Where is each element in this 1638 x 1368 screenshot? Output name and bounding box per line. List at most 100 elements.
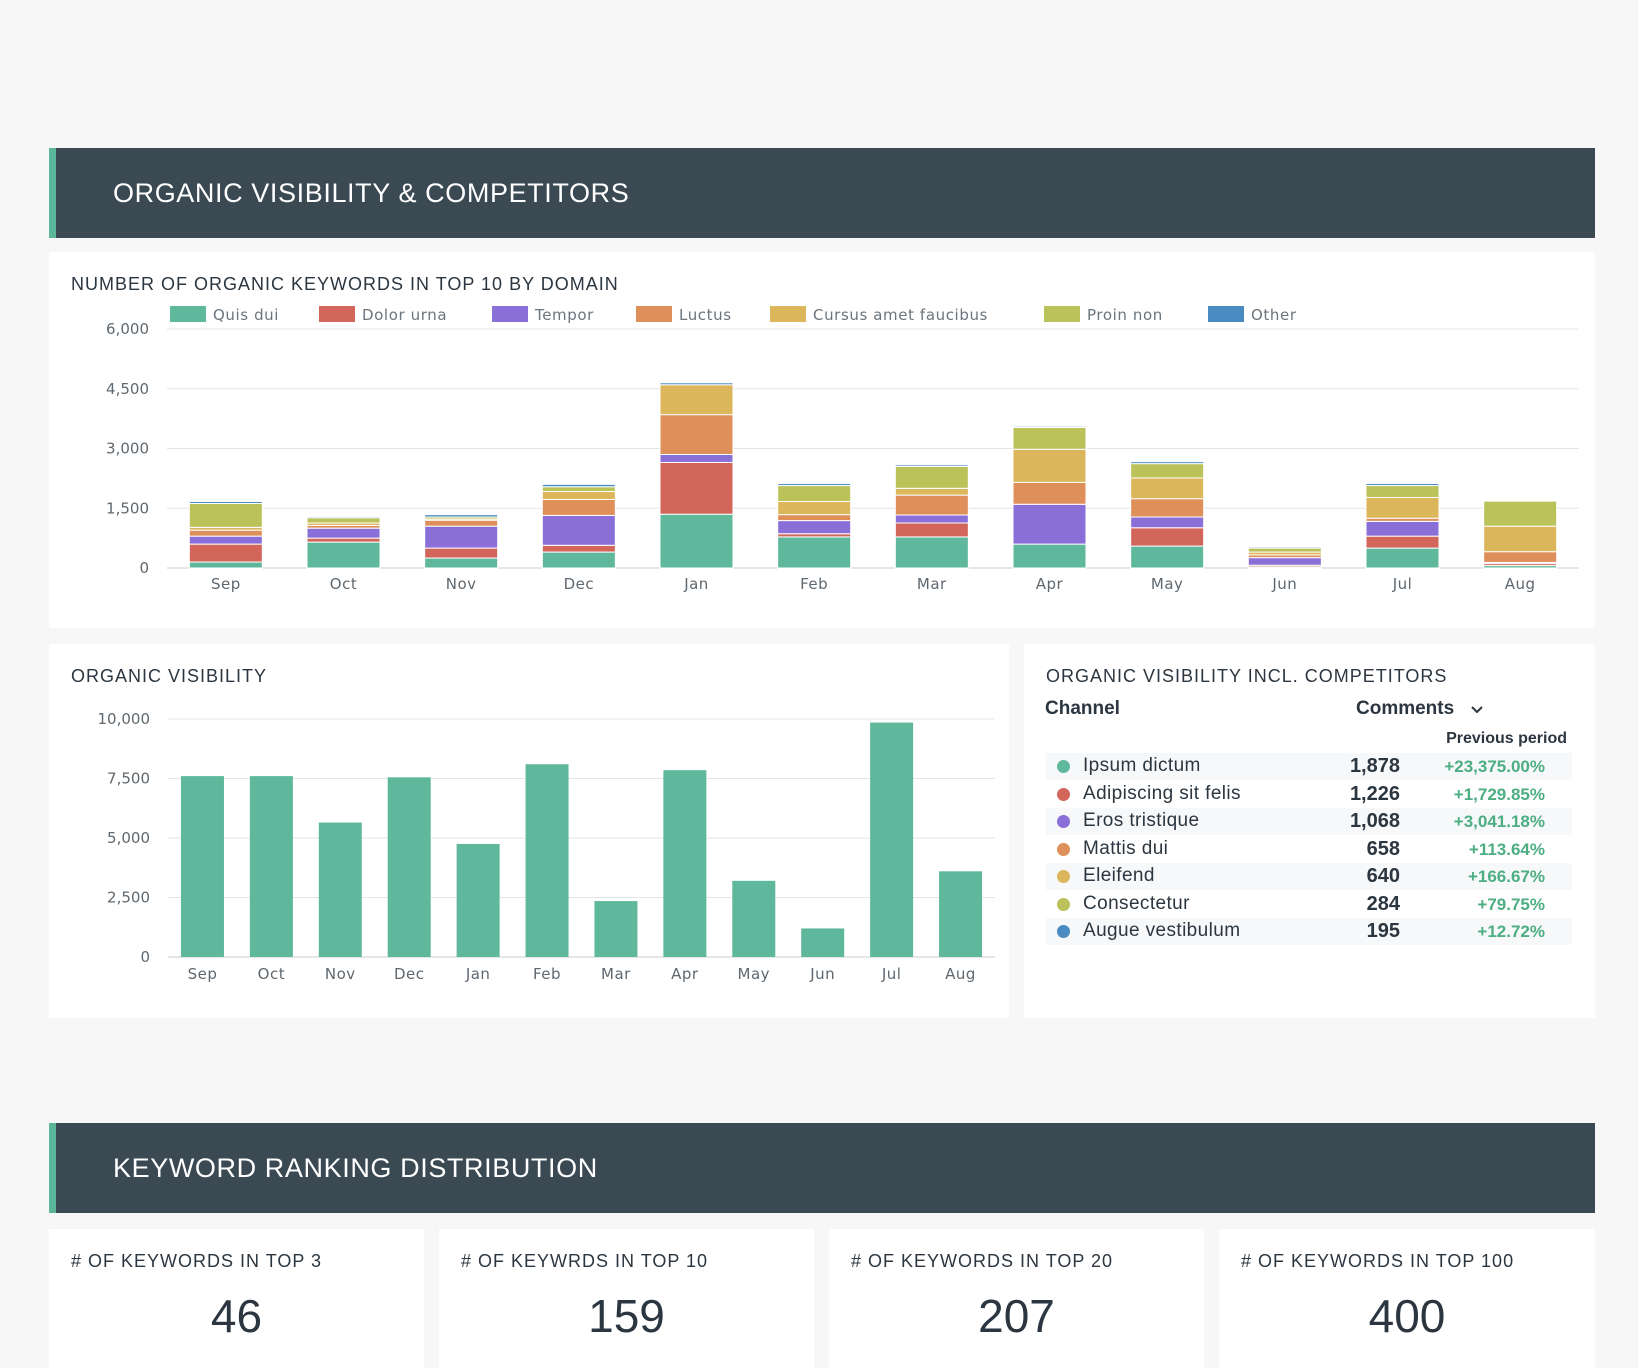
- bar-segment: [1130, 498, 1205, 518]
- bar-segment: [894, 494, 969, 516]
- channel-value: 640: [1366, 865, 1400, 887]
- bar: [732, 880, 776, 957]
- bar-segment: [306, 527, 381, 539]
- bar-segment: [1365, 520, 1440, 537]
- bar-segment: [1012, 448, 1087, 483]
- table-row[interactable]: Eleifend 640 +166.67%: [1046, 863, 1572, 890]
- legend-label: Proin non: [1087, 306, 1163, 324]
- kpi-value: 207: [978, 1290, 1055, 1342]
- bar-segment: [777, 520, 852, 535]
- bar-segment: [777, 483, 852, 487]
- kpi-title: # OF KEYWORDS IN TOP 20: [851, 1251, 1114, 1271]
- y-tick-label: 3,000: [106, 440, 149, 458]
- legend-label: Luctus: [679, 306, 732, 324]
- bar: [456, 843, 500, 957]
- bar-segment: [188, 529, 263, 537]
- bar-segment: [1012, 425, 1087, 428]
- bar-segment: [659, 453, 734, 463]
- kpi-value: 400: [1368, 1290, 1446, 1342]
- kpi-title: # OF KEYWORDS IN TOP 3: [71, 1251, 323, 1271]
- bar-segment: [541, 498, 616, 516]
- period-change: +23,375.00%: [1444, 757, 1545, 776]
- section-header-ranking: KEYWORD RANKING DISTRIBUTION: [49, 1123, 1595, 1213]
- bar-segment: [306, 541, 381, 569]
- legend-label: Quis dui: [213, 306, 279, 324]
- channel-value: 195: [1366, 920, 1400, 942]
- bar-segment: [1130, 461, 1205, 465]
- bar-segment: [659, 384, 734, 416]
- x-tick-label: Jun: [809, 965, 835, 983]
- kpi-title: # OF KEYWRDS IN TOP 10: [461, 1251, 709, 1271]
- legend-label: Dolor urna: [362, 306, 447, 324]
- x-tick-label: Jan: [683, 575, 709, 593]
- legend-dot-icon: [1057, 760, 1070, 773]
- channel-name: Mattis dui: [1083, 837, 1169, 859]
- legend-label: Tempor: [534, 306, 594, 324]
- x-tick-label: Feb: [800, 575, 828, 593]
- table-row[interactable]: Consectetur 284 +79.75%: [1046, 890, 1572, 918]
- bar-segment: [1247, 546, 1322, 549]
- table-row[interactable]: Eros tristique 1,068 +3,041.18%: [1046, 808, 1572, 835]
- y-tick-label: 7,500: [107, 770, 150, 788]
- competitors-table-title: ORGANIC VISIBILITY INCL. COMPETITORS: [1046, 666, 1448, 686]
- bar-segment: [306, 517, 381, 524]
- table-row[interactable]: Adipiscing sit felis 1,226 +1,729.85%: [1046, 780, 1572, 808]
- x-tick-label: Apr: [671, 965, 699, 983]
- table-row[interactable]: Ipsum dictum 1,878 +23,375.00%: [1046, 753, 1572, 780]
- bar-segment: [541, 483, 616, 488]
- bar: [180, 776, 224, 957]
- bar-segment: [424, 547, 499, 559]
- channel-name: Augue vestibulum: [1083, 920, 1241, 941]
- bar-segment: [1130, 527, 1205, 547]
- bar-segment: [777, 536, 852, 569]
- legend-label: Cursus amet faucibus: [813, 306, 988, 324]
- x-tick-label: Sep: [188, 965, 218, 983]
- bar-segment: [659, 382, 734, 386]
- period-change: +166.67%: [1467, 867, 1545, 886]
- bar-segment: [894, 465, 969, 489]
- y-tick-label: 0: [139, 559, 149, 577]
- x-tick-label: Jul: [1392, 575, 1413, 593]
- channel-value: 1,068: [1349, 810, 1400, 832]
- table-row[interactable]: Mattis dui 658 +113.64%: [1046, 835, 1572, 863]
- visibility-chart-panel: ORGANIC VISIBILITY 0 2,500 5,000 7,500 10,00…: [49, 644, 1009, 1018]
- x-tick-label: Dec: [564, 575, 595, 593]
- bar-segment: [424, 557, 499, 569]
- bar-segment: [541, 544, 616, 553]
- bar-segment: [1130, 477, 1205, 500]
- kpi-card-top100: # OF KEYWORDS IN TOP 100 400: [1219, 1229, 1595, 1368]
- comments-dropdown[interactable]: Comments: [1356, 698, 1485, 720]
- bar: [801, 928, 845, 957]
- bar-segment: [659, 461, 734, 515]
- bar-segment: [1247, 547, 1322, 553]
- bar-segment: [541, 491, 616, 500]
- x-tick-label: Mar: [917, 575, 947, 593]
- table-row[interactable]: Augue vestibulum 195 +12.72%: [1046, 918, 1572, 945]
- bar-segment: [777, 514, 852, 522]
- legend-dot-icon: [1057, 925, 1070, 938]
- bar-segment: [188, 535, 263, 545]
- bar-segment: [894, 514, 969, 524]
- x-tick-label: Jun: [1271, 575, 1297, 593]
- stacked-chart: Quis dui Dolor urna Tempor Luctus Cursus ame…: [106, 306, 1579, 593]
- bar-segment: [1483, 551, 1558, 563]
- x-tick-label: Aug: [945, 965, 976, 983]
- legend-dot-icon: [1057, 787, 1070, 801]
- kpi-card-top10: # OF KEYWRDS IN TOP 10 159: [439, 1229, 814, 1368]
- y-tick-label: 1,500: [106, 499, 149, 517]
- stacked-chart-title: NUMBER OF ORGANIC KEYWORDS IN TOP 10 BY …: [71, 274, 619, 294]
- kpi-value: 46: [210, 1290, 263, 1342]
- bar-segment: [1483, 500, 1558, 527]
- bar-segment: [1365, 483, 1440, 487]
- legend-dot-icon: [1057, 870, 1070, 883]
- column-header-channel[interactable]: Channel: [1045, 698, 1120, 719]
- y-tick-label: 0: [140, 948, 150, 966]
- kpi-card-top20: # OF KEYWORDS IN TOP 20 207: [829, 1229, 1204, 1368]
- previous-period-header: Previous period: [1446, 730, 1567, 747]
- period-change: +3,041.18%: [1453, 812, 1545, 831]
- bar-segment: [1365, 485, 1440, 498]
- column-header-comments: Comments: [1356, 698, 1455, 719]
- bar-segment: [1365, 535, 1440, 549]
- period-change: +113.64%: [1468, 839, 1545, 859]
- kpi-card-top3: # OF KEYWORDS IN TOP 3 46: [49, 1229, 424, 1368]
